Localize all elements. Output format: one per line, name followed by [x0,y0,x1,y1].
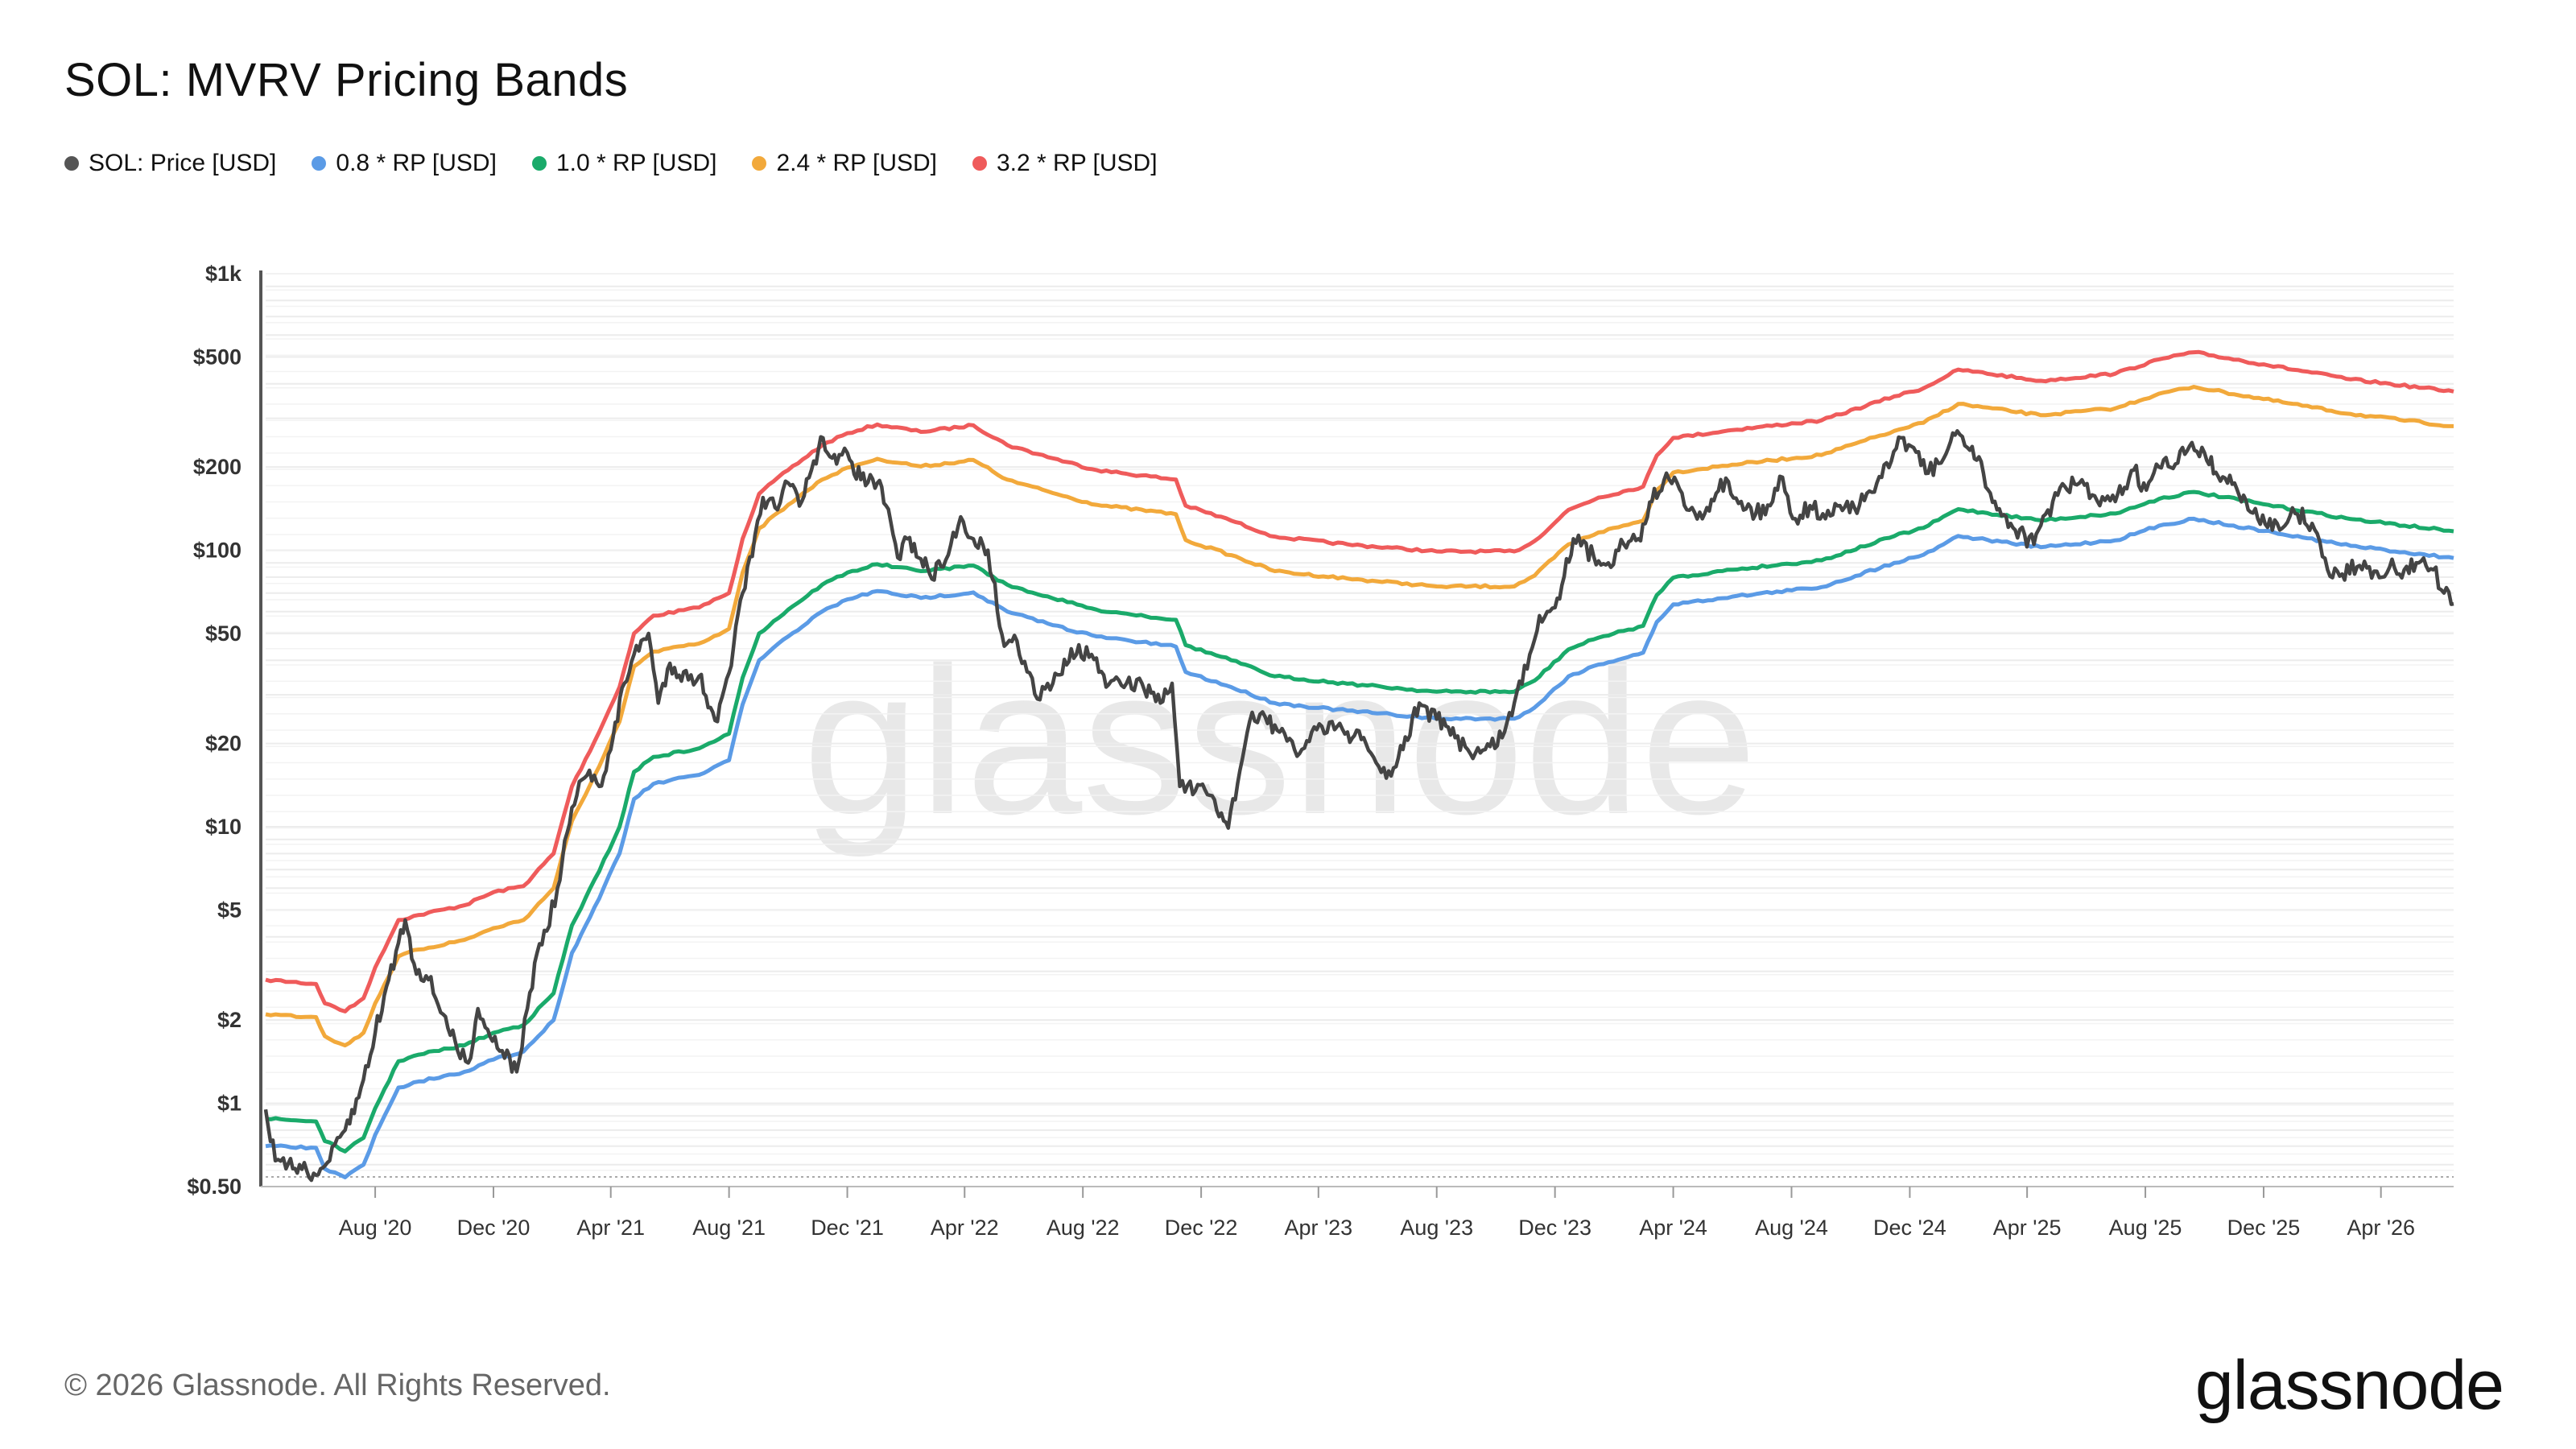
x-tick-label: Apr '25 [1993,1216,2062,1240]
axes: $1k $500 $200 $100 $50 $20 $10 $5 $2 $1 $0.50 Aug '… [187,262,2454,1240]
x-tick-label: Aug '23 [1400,1216,1473,1240]
y-tick-label: $100 [193,539,242,563]
legend-dot-1-0-rp [531,156,547,171]
legend-item-2-4-rp[interactable]: 2.4 * RP [USD] [752,150,937,177]
y-tick-label: $500 [193,345,242,369]
legend-item-3-2-rp[interactable]: 3.2 * RP [USD] [972,150,1158,177]
series-line-4[interactable] [263,429,2454,1183]
x-tick-label: Apr '22 [931,1216,999,1240]
y-tick-label: $50 [205,621,242,646]
series-line-3[interactable] [265,516,2454,1179]
legend-label-3-2-rp: 3.2 * RP [USD] [997,150,1158,176]
legend-label-price: SOL: Price [USD] [89,150,277,176]
y-tick-label: $20 [205,732,242,756]
x-tick-label: Dec '22 [1165,1216,1238,1240]
y-tick-label: $0.50 [187,1174,242,1199]
x-tick-label: Dec '21 [811,1216,884,1240]
y-tick-label: $1k [205,262,242,286]
legend-dot-price [64,156,79,171]
brand-logo[interactable]: glassnode [2194,1347,2504,1424]
series-lines [263,349,2454,1183]
x-tick-label: Aug '20 [339,1216,412,1240]
y-tick-label: $2 [217,1008,242,1032]
y-tick-label: $200 [193,455,242,479]
legend-item-0-8-rp[interactable]: 0.8 * RP [USD] [312,150,497,177]
series-line-0[interactable] [265,349,2454,1013]
series-line-1[interactable] [265,385,2454,1048]
x-tick-label: Apr '26 [2347,1216,2415,1240]
series-line-2[interactable] [265,489,2454,1154]
x-tick-label: Dec '23 [1518,1216,1591,1240]
y-tick-label: $10 [205,815,242,839]
legend-dot-2-4-rp [752,156,767,171]
x-tick-label: Apr '23 [1284,1216,1352,1240]
x-tick-label: Dec '25 [2227,1216,2301,1240]
legend-label-2-4-rp: 2.4 * RP [USD] [776,150,937,176]
legend-item-price[interactable]: SOL: Price [USD] [64,150,276,177]
x-tick-label: Apr '21 [576,1216,645,1240]
x-tick-label: Aug '21 [692,1216,766,1240]
legend: SOL: Price [USD] 0.8 * RP [USD] 1.0 * RP… [64,150,1158,177]
x-tick-label: Dec '20 [457,1216,530,1240]
legend-dot-0-8-rp [312,156,327,171]
legend-label-1-0-rp: 1.0 * RP [USD] [555,150,717,176]
copyright-footer: © 2026 Glassnode. All Rights Reserved. [64,1368,611,1402]
legend-item-1-0-rp[interactable]: 1.0 * RP [USD] [531,150,717,177]
x-tick-label: Aug '25 [2109,1216,2182,1240]
legend-label-0-8-rp: 0.8 * RP [USD] [336,150,497,176]
x-tick-label: Dec '24 [1873,1216,1946,1240]
legend-dot-3-2-rp [972,156,987,171]
x-tick-label: Aug '24 [1755,1216,1828,1240]
gridlines [266,273,2454,1187]
y-tick-label: $5 [217,898,242,922]
x-tick-label: Apr '24 [1639,1216,1707,1240]
chart-title: SOL: MVRV Pricing Bands [64,54,629,106]
y-tick-label: $1 [217,1092,242,1116]
x-tick-label: Aug '22 [1046,1216,1120,1240]
